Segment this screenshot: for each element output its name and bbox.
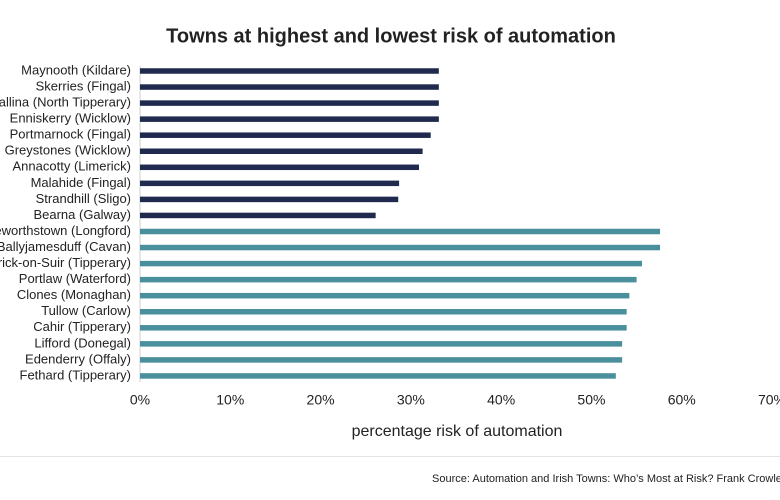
bar (140, 373, 616, 379)
source-note: Source: Automation and Irish Towns: Who’… (432, 473, 780, 485)
y-tick-label: Skerries (Fingal) (36, 78, 131, 93)
y-tick-label: Cahir (Tipperary) (33, 319, 131, 334)
y-tick-label: Enniskerry (Wicklow) (10, 111, 131, 126)
bar (140, 260, 642, 267)
bar (140, 276, 637, 283)
y-tick-label: Edenderry (Offaly) (25, 351, 131, 366)
y-tick-label: Clones (Monaghan) (17, 287, 131, 302)
y-tick-label: Portlaw (Waterford) (19, 271, 131, 286)
y-tick-label: Lifford (Donegal) (34, 335, 131, 350)
bar (140, 196, 399, 203)
bar (140, 228, 661, 235)
y-tick-label: Malahide (Fingal) (31, 175, 131, 190)
x-tick-label: 0% (130, 392, 150, 408)
y-tick-label: Ballina (North Tipperary) (0, 95, 131, 110)
x-axis-label: percentage risk of automation (352, 423, 563, 440)
x-tick-label: 40% (487, 392, 515, 408)
bar (140, 341, 623, 347)
y-tick-label: Maynooth (Kildare) (21, 62, 131, 77)
x-tick-label: 50% (577, 392, 605, 408)
bar (140, 292, 630, 299)
x-tick-label: 60% (668, 392, 696, 408)
y-tick-label: Strandhill (Sligo) (36, 191, 131, 206)
bar (140, 212, 376, 219)
bar (140, 84, 439, 90)
x-tick-label: 10% (216, 392, 244, 408)
y-tick-label: Fethard (Tipperary) (20, 367, 132, 382)
y-tick-label: Edgeworthstown (Longford) (0, 223, 131, 238)
bar (140, 357, 623, 363)
y-tick-label: Annacotty (Limerick) (13, 159, 131, 174)
y-tick-label: Bearna (Galway) (33, 207, 131, 222)
chart-title: Towns at highest and lowest risk of auto… (166, 25, 616, 47)
bar (140, 180, 400, 187)
bar (140, 148, 423, 154)
bar (140, 164, 419, 171)
bar (140, 68, 439, 74)
y-tick-label: Greystones (Wicklow) (5, 143, 131, 158)
y-tick-label: Carrick-on-Suir (Tipperary) (0, 255, 131, 270)
bar (140, 116, 439, 122)
y-tick-label: Tullow (Carlow) (41, 303, 131, 318)
y-tick-label: Ballyjamesduff (Cavan) (0, 239, 131, 254)
bar (140, 132, 431, 138)
y-tick-label: Portmarnock (Fingal) (10, 127, 131, 142)
bar (140, 244, 661, 251)
chart-background (0, 0, 780, 456)
x-tick-label: 70% (758, 392, 780, 408)
x-tick-label: 20% (307, 392, 335, 408)
x-tick-label: 30% (397, 392, 425, 408)
bar (140, 100, 439, 106)
bar (140, 309, 627, 315)
bar (140, 325, 627, 331)
